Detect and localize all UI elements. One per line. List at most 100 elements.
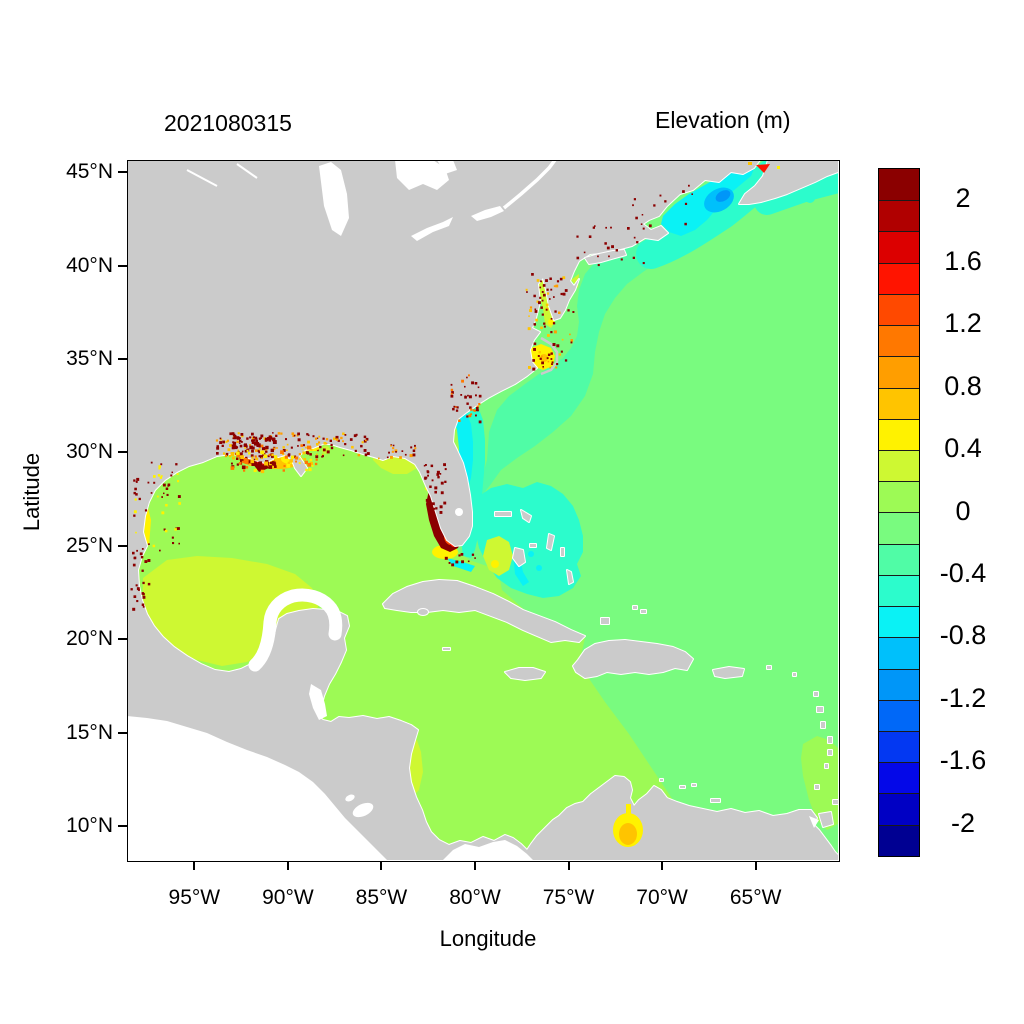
speckle-north-gulf-coast	[222, 440, 225, 444]
speckle-north-gulf-coast	[223, 452, 226, 455]
speckle-georgia-carolina-coast	[477, 386, 480, 389]
colorbar-title: Elevation (m)	[655, 107, 791, 133]
speckle-florida-west-coast	[424, 477, 427, 480]
speckle-delta-warm-mix	[264, 461, 269, 466]
speckle-nc-va-coast	[535, 318, 538, 322]
lesser-antilles-islets	[442, 647, 838, 828]
speckle-north-gulf-coast	[363, 435, 367, 439]
speckle-nj-ny-coast	[605, 226, 607, 229]
speckle-north-gulf-coast	[337, 439, 340, 442]
speckle-delta-warm-mix	[286, 463, 291, 468]
speckle-louisiana-dense	[268, 465, 273, 469]
speckle-texas-coast	[148, 543, 150, 545]
speckle-texas-coast	[166, 493, 169, 496]
speckle-north-gulf-coast	[319, 445, 322, 449]
speckle-chesapeake	[542, 284, 546, 287]
colorbar-tick-label: -1.2	[939, 682, 987, 713]
speckle-big-bend	[386, 456, 389, 459]
y-tick-mark	[118, 358, 127, 361]
speckle-louisiana-dense	[236, 463, 239, 466]
speckle-mexico-coast	[139, 552, 143, 556]
speckle-florida-west-coast	[434, 490, 437, 494]
speckle-texas-coast	[153, 481, 156, 484]
speckle-nj-ny-coast	[620, 258, 623, 261]
x-tick-label: 95°W	[168, 886, 221, 909]
speckle-pamlico-rim	[539, 357, 542, 360]
speckle-pamlico-rim	[551, 361, 554, 364]
y-tick-label: 30°N	[66, 440, 113, 464]
speckle-new-england-coast	[648, 224, 652, 228]
minas-yellow-speck	[777, 166, 780, 169]
speckle-louisiana-dense	[257, 443, 261, 447]
speckle-nc-va-coast	[549, 277, 552, 280]
speckle-chesapeake	[550, 318, 553, 320]
speckle-georgia-carolina-coast	[458, 419, 461, 422]
speckle-new-england-coast	[682, 190, 685, 193]
speckle-nj-ny-coast	[597, 255, 599, 258]
speckle-louisiana-dense	[232, 444, 236, 448]
speckle-mexico-coast	[147, 559, 151, 562]
speckle-nc-va-coast	[555, 284, 559, 288]
speckle-north-gulf-coast	[360, 444, 363, 448]
speckle-north-gulf-coast	[325, 438, 329, 441]
speckle-north-gulf-coast	[236, 440, 239, 443]
y-tick-label: 40°N	[66, 253, 113, 277]
colorbar-cell	[879, 325, 919, 357]
speckle-north-gulf-coast	[316, 443, 319, 446]
land-layer	[127, 160, 838, 860]
speckle-louisiana-dense	[268, 439, 272, 442]
speckle-nc-va-coast	[528, 366, 531, 369]
speckle-delta-warm-mix	[289, 459, 293, 463]
speckle-georgia-carolina-coast	[474, 382, 478, 385]
speckle-louisiana-dense	[236, 436, 239, 439]
x-tick-label: 75°W	[542, 886, 595, 909]
speckle-new-england-coast	[635, 216, 638, 220]
colorbar-tick-label: 0.8	[944, 370, 982, 401]
colorbar-cell	[879, 169, 919, 201]
speckle-north-gulf-coast	[251, 432, 254, 436]
speckle-texas-coast	[147, 481, 150, 484]
speckle-north-gulf-coast	[232, 437, 235, 440]
speckle-north-gulf-coast	[258, 448, 261, 451]
speckle-louisiana-dense	[240, 460, 242, 463]
speckle-north-gulf-coast	[240, 433, 244, 436]
speckle-north-gulf-coast	[275, 434, 278, 437]
speckle-texas-coast	[147, 521, 151, 524]
speckle-north-gulf-coast	[321, 455, 324, 458]
speckle-louisiana-dense	[272, 437, 276, 442]
speckle-louisiana-dense	[260, 461, 263, 464]
speckle-texas-coast	[171, 536, 174, 539]
speckle-delta-warm-mix	[248, 452, 251, 455]
speckle-delta-warm-mix	[260, 469, 265, 474]
speckle-delta-warm-mix	[244, 447, 246, 449]
y-tick-mark	[118, 544, 127, 547]
speckle-big-bend	[390, 455, 393, 459]
speckle-delta-warm-mix	[260, 444, 264, 448]
speckle-mexico-coast	[144, 560, 148, 563]
speckle-mexico-coast	[136, 587, 140, 591]
speckle-north-gulf-coast	[330, 446, 334, 450]
speckle-north-gulf-coast	[219, 437, 222, 440]
speckle-nj-ny-coast	[615, 249, 618, 252]
lake-erie	[411, 217, 453, 241]
speckle-nj-ny-coast	[632, 256, 635, 259]
speckle-north-gulf-coast	[315, 437, 318, 440]
speckle-north-gulf-coast	[340, 436, 343, 440]
cyan-georgia-coastal-strip	[447, 400, 473, 490]
speckle-delta-warm-mix	[305, 446, 307, 449]
speckle-georgia-carolina-coast	[461, 379, 464, 383]
speckle-florida-west-coast	[425, 498, 429, 502]
speckle-texas-coast	[136, 549, 138, 552]
speckle-texas-coast	[175, 463, 178, 466]
speckle-delta-warm-mix	[231, 456, 235, 460]
speckle-north-gulf-coast	[267, 455, 270, 458]
speckle-north-gulf-coast	[329, 439, 332, 442]
speckle-pamlico-rim	[532, 367, 536, 371]
speckle-texas-coast	[161, 496, 163, 498]
speckle-louisiana-dense	[251, 446, 255, 450]
speckle-chesapeake	[541, 291, 544, 293]
speckle-nc-va-coast	[558, 353, 562, 356]
colorbar-cell	[879, 824, 919, 856]
speckle-north-gulf-coast	[224, 454, 228, 458]
speckle-north-gulf-coast	[216, 446, 220, 450]
